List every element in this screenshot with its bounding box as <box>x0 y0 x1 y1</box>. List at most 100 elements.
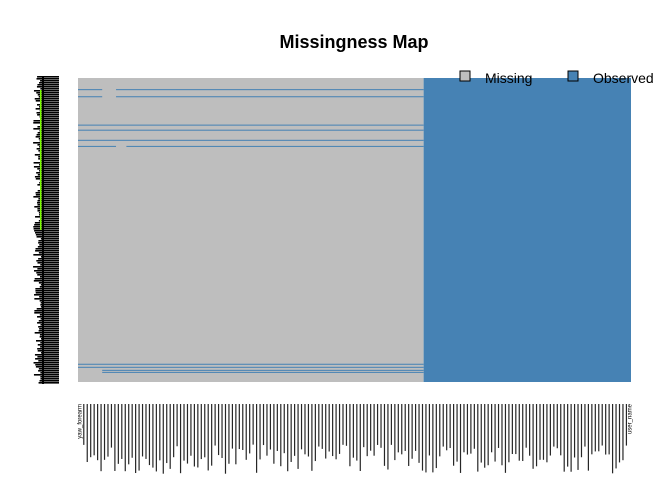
row-label-mark <box>34 224 59 226</box>
x-tick-label-mark <box>204 404 206 458</box>
row-label-mark <box>40 102 59 104</box>
x-tick-label-mark <box>414 404 417 451</box>
x-tick-label-mark <box>252 404 254 445</box>
row-label-mark <box>40 118 59 120</box>
x-tick-label-mark <box>124 404 126 472</box>
row-label-mark <box>38 138 59 140</box>
row-label-mark <box>37 268 59 270</box>
row-label-mark <box>39 106 59 108</box>
row-label-mark <box>37 94 59 96</box>
row-label-mark <box>37 104 59 106</box>
x-tick-label-mark <box>200 404 202 460</box>
row-label-mark <box>33 166 59 168</box>
row-label-mark <box>36 172 59 174</box>
observed-row-12-segment-2 <box>116 89 424 91</box>
x-tick-label-mark <box>598 404 600 452</box>
x-tick-label-mark <box>128 404 130 465</box>
row-label-mark <box>40 318 59 320</box>
row-label-mark <box>37 132 59 134</box>
x-tick-label-mark <box>321 404 323 449</box>
row-label-mark <box>37 348 59 350</box>
row-label-mark <box>39 214 59 216</box>
x-tick-label-mark <box>453 404 455 466</box>
row-label-mark <box>37 168 59 170</box>
x-tick-label-mark <box>141 404 144 457</box>
row-label-mark <box>40 302 59 304</box>
x-tick-label-mark <box>207 404 209 471</box>
row-label-mark <box>34 206 59 208</box>
x-tick-label-mark <box>439 404 441 457</box>
row-label-mark <box>40 256 59 258</box>
row-label-mark <box>35 366 59 368</box>
x-tick-label-first: yaw_forearm <box>78 404 84 439</box>
row-label-mark <box>37 184 59 186</box>
row-label-mark <box>34 154 59 156</box>
x-axis-labels: yaw_forearm user_name <box>78 403 633 474</box>
row-label-mark <box>39 296 59 298</box>
row-label-mark <box>33 122 59 124</box>
x-tick-label-mark <box>549 404 551 456</box>
x-tick-label-mark <box>387 404 389 470</box>
observed-row-12-segment-1 <box>78 89 103 91</box>
row-label-edge <box>42 76 44 384</box>
x-tick-label-mark <box>262 404 265 446</box>
x-tick-label-mark <box>577 404 579 470</box>
row-label-mark <box>40 378 59 380</box>
row-label-mark <box>38 252 59 254</box>
row-label-mark <box>33 266 59 268</box>
x-tick-label-mark <box>328 404 330 452</box>
row-label-mark <box>40 124 59 126</box>
x-tick-label-mark <box>553 404 555 447</box>
x-tick-label-mark <box>515 404 517 455</box>
row-label-mark <box>33 142 59 144</box>
row-label-mark <box>39 146 59 148</box>
x-tick-label-mark <box>477 404 479 472</box>
x-tick-label-mark <box>121 404 123 459</box>
x-tick-label-mark <box>380 404 382 448</box>
row-label-mark <box>39 314 59 316</box>
observed-row-62-segment-1 <box>78 139 424 141</box>
legend-swatch-missing <box>459 70 471 82</box>
row-label-mark <box>40 238 59 240</box>
x-tick-label-mark <box>283 404 285 454</box>
row-label-mark <box>35 178 59 180</box>
row-label-mark <box>34 278 59 280</box>
row-label-mark <box>36 260 59 262</box>
missing-block <box>78 78 424 382</box>
row-label-mark <box>39 380 59 382</box>
row-label-mark <box>36 340 59 342</box>
row-label-mark <box>37 210 59 212</box>
x-tick-label-mark <box>255 404 258 473</box>
x-tick-label-mark <box>197 404 199 468</box>
x-tick-label-mark <box>173 404 175 458</box>
row-label-mark <box>39 182 59 184</box>
row-label-accent <box>40 90 42 230</box>
row-label-mark <box>38 212 59 214</box>
x-tick-label-mark <box>186 404 189 464</box>
row-label-mark <box>35 194 59 196</box>
row-label-mark <box>38 158 59 160</box>
x-tick-label-mark <box>494 404 496 462</box>
x-tick-label-mark <box>335 404 337 460</box>
x-tick-label-mark <box>539 404 541 460</box>
row-label-mark <box>37 262 59 264</box>
legend-label-missing: Missing <box>485 70 532 86</box>
observed-row-19-segment-1 <box>78 96 103 98</box>
row-label-mark <box>39 140 59 142</box>
row-label-mark <box>34 332 59 334</box>
x-tick-label-mark <box>442 404 444 447</box>
x-tick-label-mark <box>622 404 624 461</box>
row-label-mark <box>38 258 59 260</box>
x-tick-label-mark <box>356 404 358 461</box>
row-label-mark <box>37 84 59 86</box>
x-tick-label-mark <box>152 404 154 468</box>
x-tick-label-mark <box>470 404 472 454</box>
row-label-mark <box>37 322 59 324</box>
observed-row-289-segment-1 <box>102 369 424 371</box>
x-tick-label-mark <box>591 404 593 455</box>
row-label-mark <box>33 226 59 228</box>
x-tick-label-mark <box>535 404 538 467</box>
row-label-mark <box>37 208 59 210</box>
row-label-mark <box>35 364 59 366</box>
legend-swatch-observed <box>567 70 579 82</box>
